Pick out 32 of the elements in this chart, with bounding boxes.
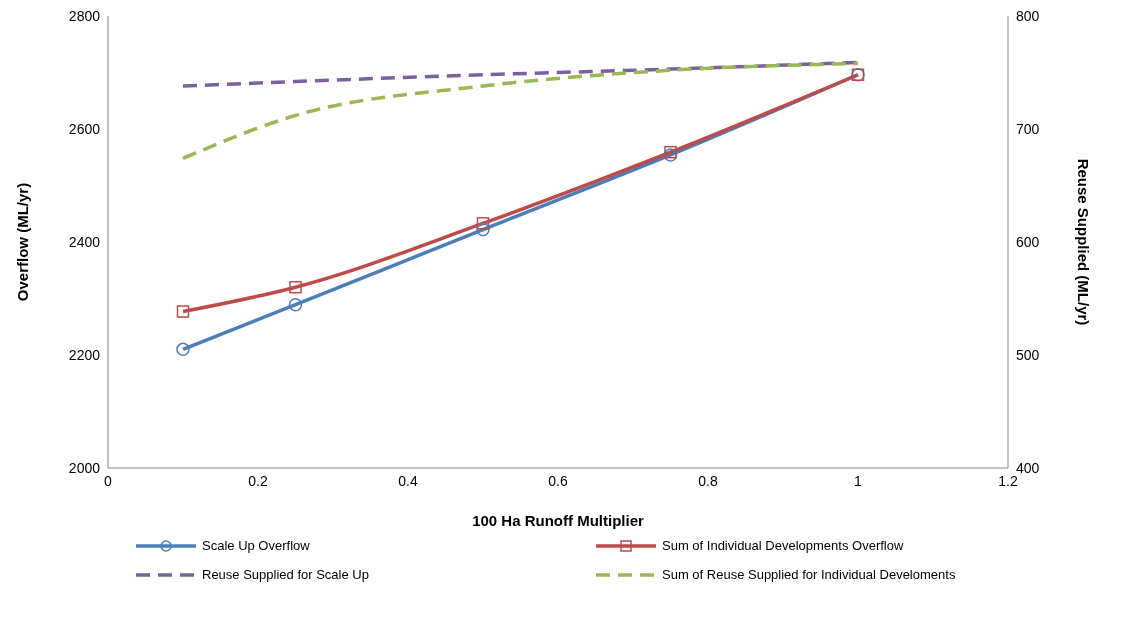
- line-series: [181, 60, 860, 88]
- y-tick-label: 2600: [68, 120, 101, 137]
- point: [289, 280, 302, 294]
- y2-tick-label: 500: [1016, 346, 1040, 363]
- x-tick-label: 0.4: [398, 472, 418, 489]
- x-axis-title: 100 Ha Runoff Multiplier: [472, 512, 644, 529]
- y-axis-title: Overflow (ML/yr): [14, 182, 32, 302]
- y-tick-label: 2400: [68, 233, 101, 250]
- y-tick-label: 2800: [68, 7, 101, 24]
- y2-axis-title: Reuse Supplied (ML/yr): [1074, 158, 1092, 326]
- x-tick-label: 0.6: [548, 472, 568, 489]
- legend-label: Scale Up Overflow: [202, 538, 310, 553]
- y2-tick-label: 800: [1016, 7, 1040, 24]
- point: [476, 222, 490, 237]
- legend-label: Sum of Reuse Supplied for Individual Develoments: [662, 567, 956, 582]
- x-tick-label: 0.2: [248, 472, 268, 489]
- legend-label: Sum of Individual Developments Overflow: [662, 538, 904, 553]
- point: [176, 305, 190, 318]
- legend-label: Reuse Supplied for Scale Up: [202, 567, 369, 582]
- x-tick-label: 1.2: [998, 472, 1018, 489]
- x-tick-label: 1: [854, 472, 863, 489]
- y2-tick-label: 400: [1016, 459, 1040, 476]
- y2-tick-label: 700: [1016, 120, 1040, 137]
- y-tick-label: 2200: [68, 346, 101, 363]
- point: [288, 297, 303, 312]
- point: [176, 342, 190, 357]
- y2-tick-label: 600: [1016, 233, 1040, 250]
- line-series: [181, 61, 860, 161]
- x-tick-label: 0.8: [698, 472, 718, 489]
- y-tick-label: 2000: [68, 459, 101, 476]
- point: [476, 217, 490, 230]
- x-tick-label: 0: [104, 472, 113, 489]
